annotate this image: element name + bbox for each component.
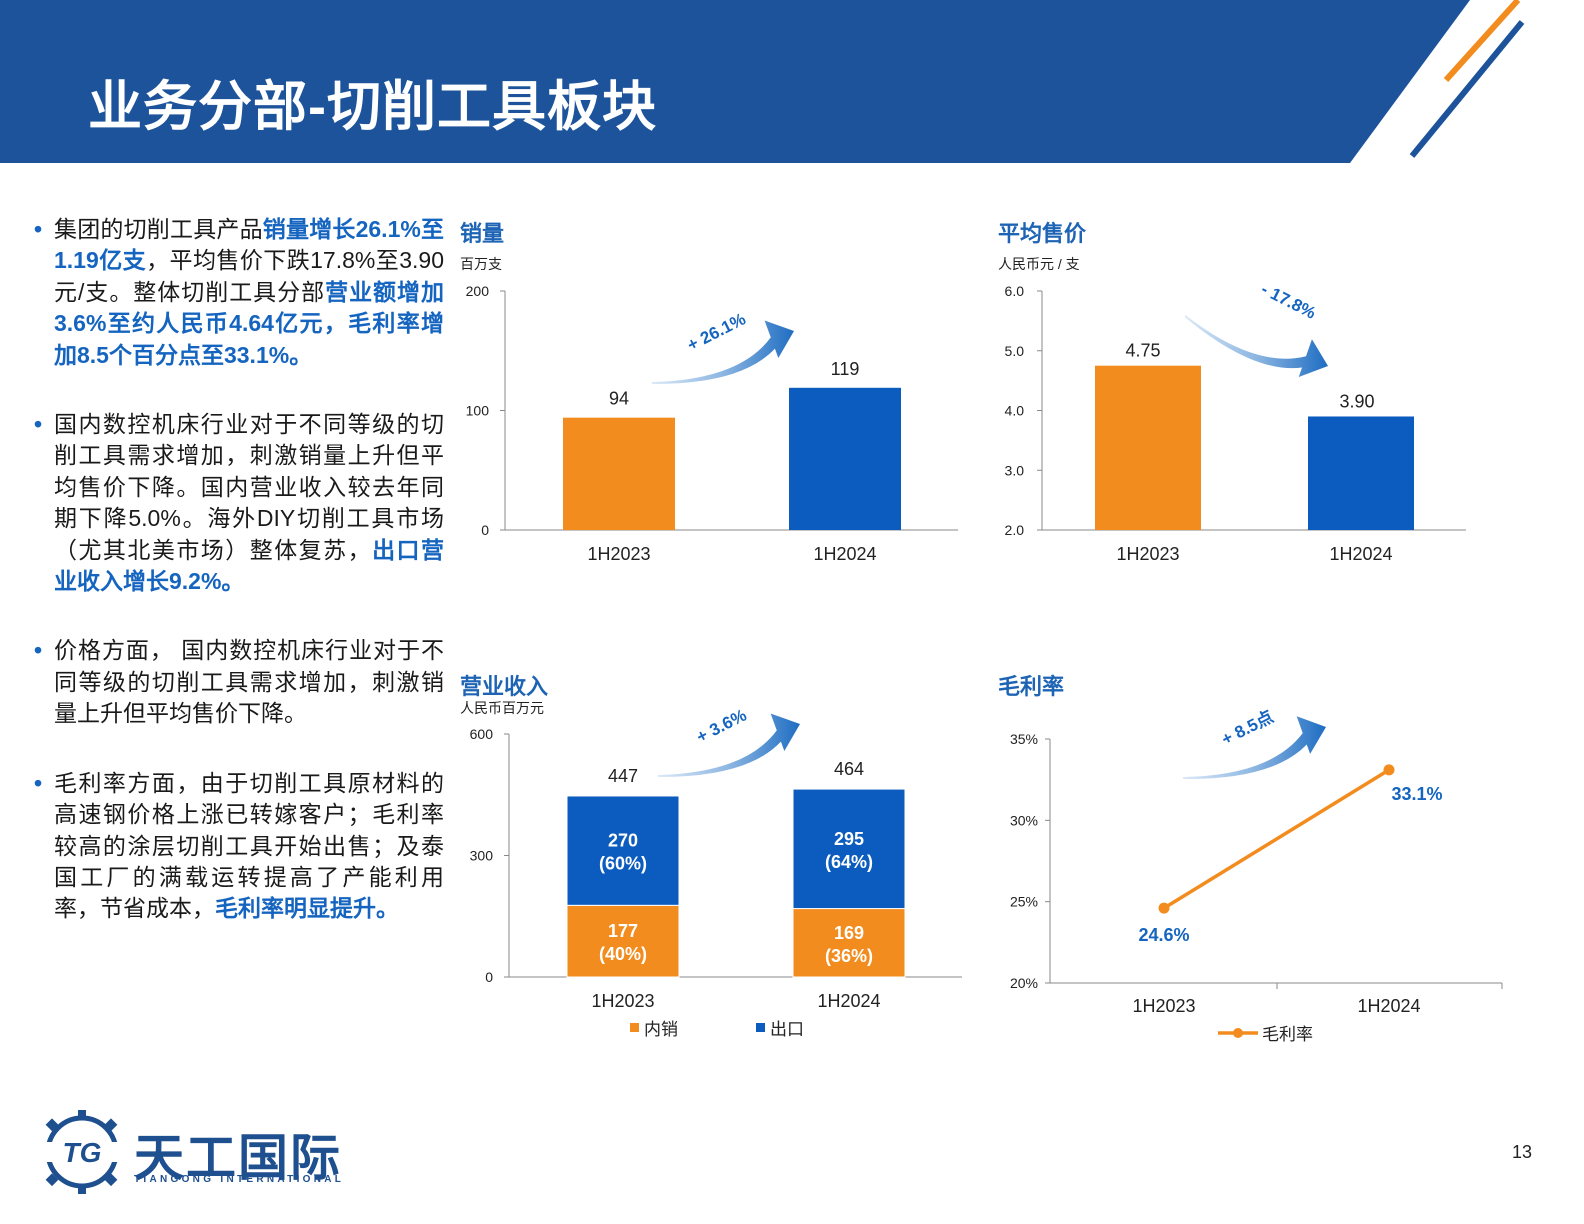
trend-arrow-icon	[657, 713, 800, 777]
y-tick-label: 6.0	[1005, 283, 1025, 299]
bar-1H2024	[1308, 416, 1414, 530]
bullet-highlight-text: 毛利率明显提升。	[215, 895, 399, 922]
y-tick-label: 100	[466, 403, 490, 419]
trend-arrow-icon	[1182, 716, 1326, 779]
segment-value-label: 270	[608, 831, 638, 851]
header-navy-stripe	[1409, 20, 1525, 158]
bar-total-label: 447	[608, 766, 638, 786]
y-tick-label: 300	[470, 848, 494, 864]
y-tick-label: 30%	[1010, 812, 1038, 828]
chart-sales-volume-unit: 百万支	[460, 256, 502, 272]
bullet-highlight-text: 销量增长26.1%至1.19亿支	[54, 216, 445, 274]
bar-value-label: 3.90	[1339, 391, 1374, 411]
legend-swatch-出口	[756, 1023, 765, 1032]
segment-share-label: (60%)	[599, 854, 647, 874]
y-tick-label: 0	[485, 969, 493, 985]
page-title: 业务分部-切削工具板块	[88, 77, 657, 137]
stacked-bar-segment-内销	[792, 908, 906, 978]
bullet-item: 国内数控机床行业对于不同等级的切削工具需求增加，刺激销量上升但平均售价下降。国内…	[34, 409, 444, 597]
gross-margin-line	[1163, 768, 1390, 910]
bullet-item: 价格方面， 国内数控机床行业对于不同等级的切削工具需求增加，刺激销量上升但平均售…	[34, 635, 444, 729]
stacked-bar-segment-出口	[792, 788, 906, 910]
segment-value-label: 177	[608, 921, 638, 941]
chart-avg-price-unit: 人民币元 / 支	[998, 256, 1080, 272]
y-tick-label: 0	[481, 522, 489, 538]
gross-margin-point	[1383, 764, 1395, 776]
company-logo-icon: TG	[34, 1110, 130, 1194]
y-tick-label: 2.0	[1005, 522, 1025, 538]
trend-arrow-icon	[1184, 315, 1328, 377]
x-tick-label: 1H2023	[1116, 544, 1179, 564]
y-tick-label: 4.0	[1005, 403, 1025, 419]
bar-value-label: 94	[609, 389, 629, 409]
bar-1H2023	[1095, 365, 1201, 530]
bullet-text: ，平均售价下跌17.8%至3.90元/支。整体切削工具分部	[54, 247, 444, 305]
bullet-text: 毛利率方面，由于切削工具原材料的高速钢价格上涨已转嫁客户；毛利率较高的涂层切削工…	[54, 769, 444, 922]
bar-1H2024	[789, 387, 901, 530]
chart-sales-volume-title: 销量	[460, 221, 505, 246]
x-tick-label: 1H2024	[813, 544, 876, 564]
y-tick-label: 25%	[1010, 894, 1038, 910]
bar-value-label: 4.75	[1125, 341, 1160, 361]
bullet-list: 集团的切削工具产品销量增长26.1%至1.19亿支，平均售价下跌17.8%至3.…	[34, 214, 444, 963]
bar-total-label: 464	[834, 759, 864, 779]
logo-company-name: 天工国际	[134, 1130, 342, 1186]
segment-value-label: 295	[834, 829, 864, 849]
bullet-text: 集团的切削工具产品	[54, 216, 263, 242]
point-value-label: 33.1%	[1391, 784, 1442, 804]
chart-revenue-title: 营业收入	[460, 674, 549, 699]
legend-label: 内销	[644, 1020, 678, 1039]
gross-margin-point	[1158, 902, 1170, 914]
bullet-text: 国内数控机床行业对于不同等级的切削工具需求增加，刺激销量上升但平均售价下降。国内…	[54, 411, 444, 563]
logo-mark-text: TG	[63, 1137, 102, 1168]
segment-share-label: (36%)	[825, 946, 873, 966]
bar-value-label: 119	[831, 359, 860, 379]
x-tick-label: 1H2023	[1132, 996, 1195, 1016]
bar-1H2023	[563, 417, 675, 530]
header-orange-stripe	[1443, 0, 1521, 83]
header-band	[0, 0, 1470, 163]
segment-share-label: (40%)	[599, 944, 647, 964]
y-tick-label: 200	[466, 283, 490, 299]
trend-change-label: + 8.5点	[1218, 706, 1276, 749]
header-banner	[0, 0, 1525, 163]
segment-share-label: (64%)	[825, 852, 873, 872]
trend-arrow-icon	[651, 320, 794, 384]
y-tick-label: 5.0	[1005, 343, 1025, 359]
point-value-label: 24.6%	[1138, 925, 1189, 945]
segment-value-label: 169	[834, 923, 864, 943]
legend-label: 毛利率	[1262, 1025, 1313, 1044]
x-tick-label: 1H2024	[1357, 996, 1420, 1016]
page-number: 13	[1512, 1142, 1533, 1162]
chart-avg-price-title: 平均售价	[998, 221, 1087, 246]
chart-gross-margin-title: 毛利率	[998, 674, 1065, 699]
bullet-highlight-text: 营业额增加3.6%至约人民币4.64亿元，毛利率增加8.5个百分点至33.1%。	[54, 278, 445, 368]
x-tick-label: 1H2024	[817, 991, 880, 1011]
legend-label: 出口	[770, 1020, 804, 1039]
x-tick-label: 1H2023	[591, 991, 654, 1011]
stacked-bar-segment-出口	[566, 795, 680, 906]
y-tick-label: 600	[470, 726, 494, 742]
chart-revenue-unit: 人民币百万元	[460, 700, 544, 716]
bullet-item: 毛利率方面，由于切削工具原材料的高速钢价格上涨已转嫁客户；毛利率较高的涂层切削工…	[34, 768, 444, 925]
bullet-highlight-text: 出口营业收入增长9.2%。	[54, 536, 445, 595]
x-tick-label: 1H2024	[1329, 544, 1392, 564]
y-tick-label: 3.0	[1005, 462, 1025, 478]
legend-marker	[1233, 1028, 1243, 1038]
x-tick-label: 1H2023	[587, 544, 650, 564]
y-tick-label: 20%	[1010, 975, 1038, 991]
bullet-text: 价格方面， 国内数控机床行业对于不同等级的切削工具需求增加，刺激销量上升但平均售…	[54, 637, 444, 727]
bullet-item: 集团的切削工具产品销量增长26.1%至1.19亿支，平均售价下跌17.8%至3.…	[34, 214, 444, 371]
logo-company-subtitle: TIANGONG INTERNATIONAL	[134, 1174, 345, 1185]
legend-swatch-内销	[630, 1023, 639, 1032]
y-tick-label: 35%	[1010, 731, 1038, 747]
